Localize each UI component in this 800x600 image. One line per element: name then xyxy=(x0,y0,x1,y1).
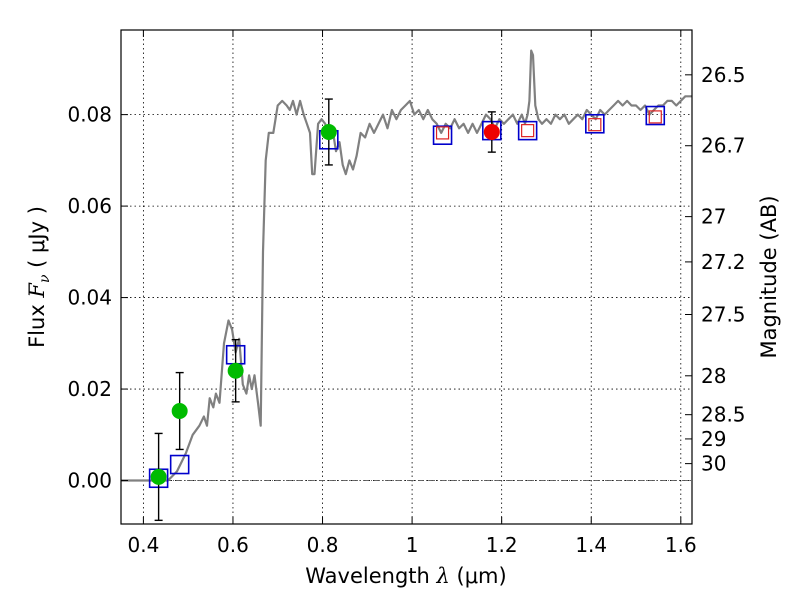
model-box-red xyxy=(435,126,450,140)
observation-point-green xyxy=(171,403,188,420)
x-tick-label: 1.6 xyxy=(665,533,697,557)
axis-ticks: 0.4 0.6 0.8 1 1.2 1.4 1.6 0.00 0.02 0.04 0.06 0.08 2… xyxy=(67,30,746,557)
y-tick-label: 0.04 xyxy=(67,286,112,310)
model-box-blue xyxy=(169,454,190,475)
y-tick-label: 0.08 xyxy=(67,103,112,127)
model-box-blue xyxy=(645,105,666,126)
mag-tick-label: 27 xyxy=(701,205,726,229)
x-tick-label: 1 xyxy=(406,533,419,557)
x-tick-label: 1.2 xyxy=(486,533,518,557)
x-tick-label: 1.4 xyxy=(575,533,607,557)
x-axis-title: Wavelength λ (μm) xyxy=(305,564,506,588)
mag-tick-label: 27.5 xyxy=(701,303,746,327)
mag-tick-label: 27.2 xyxy=(701,250,746,274)
mag-tick-label: 26.7 xyxy=(701,134,746,158)
observation-point-green xyxy=(227,362,244,379)
mag-tick-label: 28.5 xyxy=(701,403,746,427)
observation-point-green xyxy=(320,124,337,141)
y-tick-label: 0.06 xyxy=(67,194,112,218)
mag-tick-label: 28 xyxy=(701,364,726,388)
model-box-blue xyxy=(517,120,538,141)
mag-tick-label: 29 xyxy=(701,427,726,451)
model-box-red xyxy=(521,124,535,138)
y-tick-label: 0.02 xyxy=(67,377,112,401)
mag-tick-label: 30 xyxy=(701,452,726,476)
plot-frame xyxy=(120,29,693,525)
x-tick-label: 0.6 xyxy=(217,533,249,557)
model-box-red xyxy=(588,118,602,132)
model-box-blue xyxy=(432,125,453,146)
observation-point-green xyxy=(150,468,167,485)
y-tick-label: 0.00 xyxy=(67,469,112,493)
model-box-blue xyxy=(585,113,605,134)
observation-point-red xyxy=(483,124,500,141)
series-layer xyxy=(121,49,692,522)
x-tick-label: 0.8 xyxy=(307,533,339,557)
model-box-red xyxy=(648,110,662,124)
y2-axis-title: Magnitude (AB) xyxy=(757,195,781,358)
mag-tick-label: 26.5 xyxy=(701,63,746,87)
x-tick-label: 0.4 xyxy=(127,533,159,557)
template-spectrum-line xyxy=(121,49,692,482)
y-axis-title: Flux Fν ( μJy ) xyxy=(25,206,53,348)
grid xyxy=(121,30,692,524)
